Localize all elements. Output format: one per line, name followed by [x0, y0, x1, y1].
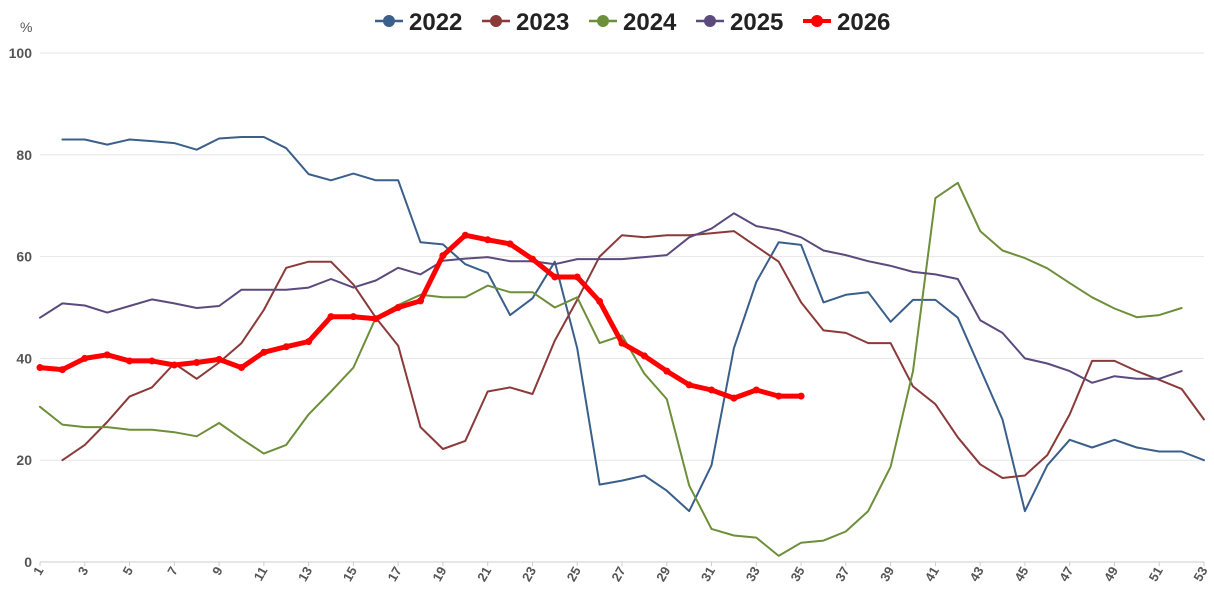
point-2026-13 [305, 338, 313, 346]
y-tick-label: 100 [9, 45, 33, 61]
legend[interactable]: 2022 2023 2024 2025 2026 [375, 9, 890, 36]
legend-swatch-marker [383, 15, 395, 27]
point-2026-23 [528, 255, 536, 263]
point-2026-21 [484, 236, 492, 244]
y-tick-label: 80 [16, 147, 32, 163]
point-2026-15 [349, 313, 357, 321]
series-line-2022 [61, 136, 1205, 513]
x-tick-label: 1 [30, 564, 47, 578]
point-2026-28 [640, 352, 648, 360]
x-tick-label: 5 [120, 564, 137, 578]
legend-item-2022[interactable]: 2022 [375, 9, 462, 36]
y-tick-label: 40 [16, 350, 32, 366]
point-2026-20 [461, 231, 469, 239]
point-2026-29 [663, 367, 671, 375]
y-tick-label: 0 [24, 554, 32, 570]
x-tick-label: 31 [698, 564, 718, 584]
y-axis-unit: % [20, 19, 32, 35]
point-2026-25 [573, 273, 581, 281]
x-tick-label: 21 [474, 564, 494, 584]
series-line-2024 [39, 181, 1183, 557]
point-2026-22 [506, 240, 514, 248]
legend-item-2025[interactable]: 2025 [696, 9, 783, 36]
x-tick-label: 37 [832, 564, 852, 584]
legend-item-2026[interactable]: 2026 [803, 9, 890, 36]
x-tick-label: 41 [922, 564, 942, 584]
x-tick-label: 39 [877, 564, 897, 584]
legend-item-2024[interactable]: 2024 [589, 9, 677, 36]
point-2026-24 [551, 273, 559, 281]
x-tick-label: 53 [1190, 564, 1210, 584]
series-line-2025 [39, 212, 1183, 384]
point-2026-16 [372, 315, 380, 323]
point-2026-19 [439, 252, 447, 260]
point-2026-31 [708, 386, 716, 394]
legend-label: 2025 [730, 9, 783, 36]
point-2026-27 [618, 339, 626, 347]
grid-layer [40, 52, 1204, 461]
x-tick-label: 23 [519, 564, 539, 584]
x-tick-label: 35 [787, 564, 807, 584]
series-line-2026 [37, 232, 804, 401]
legend-label: 2026 [837, 9, 890, 36]
x-tick-label: 19 [429, 564, 449, 584]
y-tick-label: 20 [16, 452, 32, 468]
point-2026-32 [730, 394, 738, 402]
x-tick-label: 25 [564, 564, 584, 584]
point-2026-17 [394, 304, 402, 311]
point-2026-3 [81, 354, 89, 362]
x-tick-label: 27 [608, 564, 628, 584]
point-2026-10 [237, 364, 245, 372]
legend-swatch-marker [597, 15, 609, 27]
point-2026-6 [148, 357, 156, 365]
point-2026-4 [103, 351, 111, 359]
x-tick-label: 17 [385, 564, 405, 584]
point-2026-34 [775, 392, 783, 400]
point-2026-1 [36, 364, 44, 372]
x-tick-label: 3 [75, 564, 92, 578]
x-tick-label: 7 [164, 564, 181, 578]
y-tick-label: 60 [16, 249, 32, 265]
point-2026-30 [685, 381, 693, 389]
point-2026-35 [797, 392, 805, 400]
series-layer [36, 136, 1205, 557]
point-2026-8 [193, 358, 201, 366]
point-2026-33 [752, 386, 760, 394]
point-2026-14 [327, 313, 335, 321]
point-2026-12 [282, 343, 290, 351]
point-2026-2 [58, 366, 66, 374]
x-tick-label: 29 [653, 564, 673, 584]
x-tick-label: 43 [967, 564, 987, 584]
legend-swatch-marker [811, 15, 823, 27]
legend-item-2023[interactable]: 2023 [482, 9, 569, 36]
x-tick-label: 13 [295, 564, 315, 584]
x-tick-label: 33 [743, 564, 763, 584]
point-2026-26 [596, 297, 604, 305]
legend-swatch-marker [490, 15, 502, 27]
legend-label: 2023 [516, 9, 569, 36]
legend-label: 2022 [409, 9, 462, 36]
series-line-2023 [61, 230, 1205, 479]
point-2026-11 [260, 348, 268, 356]
x-tick-label: 51 [1146, 564, 1166, 584]
point-2026-5 [126, 357, 134, 365]
legend-label: 2024 [623, 9, 677, 36]
x-tick-label: 9 [209, 564, 226, 578]
point-2026-7 [170, 361, 178, 369]
x-tick-label: 47 [1056, 564, 1076, 584]
legend-swatch-marker [704, 15, 716, 27]
x-tick-label: 11 [251, 564, 271, 583]
point-2026-9 [215, 355, 223, 363]
point-2026-18 [417, 297, 425, 305]
x-tick-label: 49 [1101, 564, 1121, 584]
x-tick-label: 15 [340, 564, 360, 584]
x-tick-label: 45 [1011, 564, 1031, 584]
